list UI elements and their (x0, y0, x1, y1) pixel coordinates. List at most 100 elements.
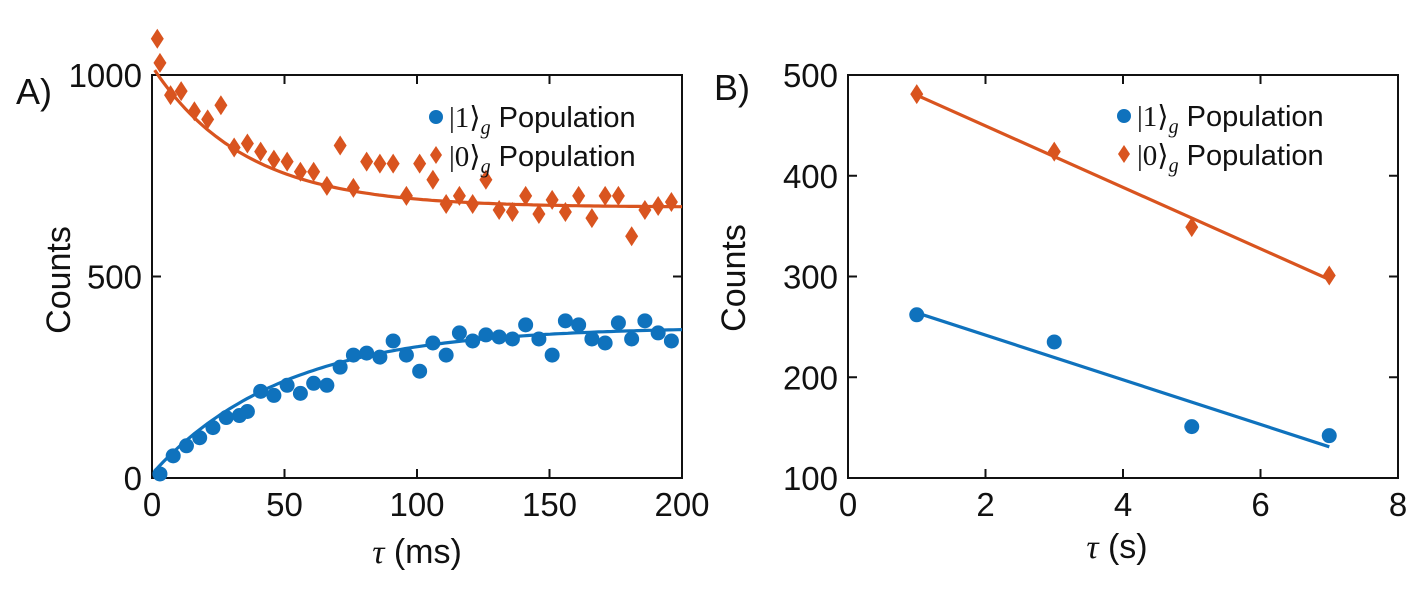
panel-b-fit-line-zero (916, 93, 1330, 281)
panel-a-point-one (292, 385, 308, 401)
panel-a-point-one (239, 404, 255, 420)
panel-a-legend-ket-zero: |0⟩ (449, 141, 481, 173)
panel-b-markers (909, 84, 1337, 444)
panel-a-point-zero (426, 169, 440, 190)
panel-a-point-zero (572, 185, 586, 206)
panel-a-point-zero (214, 95, 228, 116)
panel-a-point-one (465, 333, 481, 349)
panel-a-markers (150, 28, 679, 482)
panel-a-point-one (597, 335, 613, 351)
panel-a-point-one (306, 375, 322, 391)
panel-a-point-zero (399, 185, 413, 206)
panel-a-point-one (557, 313, 573, 329)
panel-a-point-zero (346, 177, 360, 198)
panel-a-legend-text-zero: Population (499, 141, 636, 173)
panel-a-point-zero (558, 202, 572, 223)
panel-a-point-zero (227, 137, 241, 158)
panel-a-point-zero (386, 153, 400, 174)
panel-b-x-tick-label: 4 (1114, 486, 1132, 523)
panel-a-point-one (359, 345, 375, 361)
panel-b-point-zero (910, 84, 924, 105)
panel-a-point-zero (452, 185, 466, 206)
panel-a-point-one (610, 315, 626, 331)
panel-b-y-axis-label: Counts (715, 224, 753, 332)
panel-a-point-zero (479, 169, 493, 190)
panel-a-point-zero (201, 109, 215, 130)
panel-a-legend-ket-one: |1⟩ (449, 102, 481, 134)
panel-a-legend-marker-zero (430, 146, 442, 164)
panel-a-legend-text-one: Population (499, 102, 636, 134)
panel-a-point-zero (532, 204, 546, 225)
panel-b-legend-ket-one: |1⟩ (1137, 101, 1169, 133)
panel-b-x-axis-label: τ (s) (1086, 528, 1147, 566)
panel-a-point-zero (360, 151, 374, 172)
panel-a-point-zero (333, 135, 347, 156)
panel-a-point-one (178, 438, 194, 454)
panel-a-point-one (624, 331, 640, 347)
panel-a-x-tick-label: 50 (266, 486, 303, 523)
panel-a-fit-line-one (153, 328, 683, 473)
panel-a-point-zero (492, 200, 506, 221)
panel-a-point-zero (638, 200, 652, 221)
panel-a-point-zero (240, 133, 254, 154)
panel-a-point-one (279, 377, 295, 393)
panel-a-point-one (584, 331, 600, 347)
panel-b-y-tick-label: 300 (783, 259, 838, 296)
panel-b-y-tick-label: 500 (783, 57, 838, 94)
panel-a-x-axis-unit: (ms) (394, 533, 462, 571)
panel-a-legend-marker-one (429, 110, 443, 124)
panel-a-point-zero (150, 28, 164, 49)
panel-a-point-one (152, 466, 168, 482)
panel-a-point-one (571, 317, 587, 333)
panel-a-point-zero (293, 161, 307, 182)
panel-b-point-one (1184, 419, 1200, 435)
panel-b-point-one (1046, 334, 1062, 350)
panel-a-ticks: 0 50 100 150 200 0 500 1000 (69, 57, 710, 523)
panel-b-legend-sub-one: g (1169, 116, 1179, 138)
panel-a-point-one (491, 329, 507, 345)
panel-a-point-one (438, 347, 454, 363)
panel-a-legend: |1⟩g Population |0⟩g Population (429, 102, 636, 178)
panel-a-point-one (398, 347, 414, 363)
panel-b-y-tick-label: 100 (783, 460, 838, 497)
panel-a-point-one (663, 333, 679, 349)
panel-a-legend-sub-zero: g (481, 156, 491, 178)
panel-b-legend-sub-zero: g (1169, 155, 1179, 177)
panel-a-legend-entry-zero: |0⟩g Population (449, 141, 636, 178)
panel-b-legend-ket-zero: |0⟩ (1137, 140, 1169, 172)
panel-a: A) 0 50 100 150 200 0 500 1000 Counts τ (ms) |1… (16, 28, 710, 571)
panel-b-point-zero (1185, 217, 1199, 238)
panel-b-fit-lines (916, 93, 1330, 449)
panel-a-y-tick-label: 0 (124, 460, 142, 497)
panel-b-x-axis-unit: (s) (1108, 528, 1148, 566)
panel-b-label: B) (714, 67, 750, 108)
panel-b-y-tick-label: 200 (783, 359, 838, 396)
panel-a-point-zero (267, 149, 281, 170)
panel-a-point-one (637, 313, 653, 329)
panel-a-y-tick-label: 500 (87, 259, 142, 296)
panel-b-x-tick-label: 2 (976, 486, 994, 523)
panel-a-point-one (253, 383, 269, 399)
panel-b-legend-marker-one (1117, 109, 1131, 123)
panel-a-point-zero (153, 52, 167, 73)
panel-b-point-zero (1322, 265, 1336, 286)
panel-b-fit-line-one (916, 311, 1330, 449)
panel-b-legend-marker-zero (1118, 145, 1130, 163)
panel-a-point-one (345, 347, 361, 363)
panel-a-point-one (531, 331, 547, 347)
panel-a-point-zero (280, 151, 294, 172)
panel-a-point-zero (320, 175, 334, 196)
panel-b-plot-frame (847, 74, 1399, 479)
panel-b-legend: |1⟩g Population |0⟩g Population (1117, 101, 1324, 177)
panel-b-point-one (909, 307, 925, 323)
panel-a-x-tick-label: 0 (143, 486, 161, 523)
panel-a-x-axis-symbol: τ (372, 534, 386, 571)
panel-a-point-zero (545, 189, 559, 210)
panel-b-x-tick-label: 8 (1389, 486, 1407, 523)
panel-a-point-one (372, 349, 388, 365)
panel-a-point-one (478, 327, 494, 343)
panel-a-point-one (319, 377, 335, 393)
panel-b: B) 0 2 4 6 8 100 200 300 400 500 Counts τ (s) |1⟩… (714, 57, 1407, 566)
panel-a-point-zero (439, 193, 453, 214)
